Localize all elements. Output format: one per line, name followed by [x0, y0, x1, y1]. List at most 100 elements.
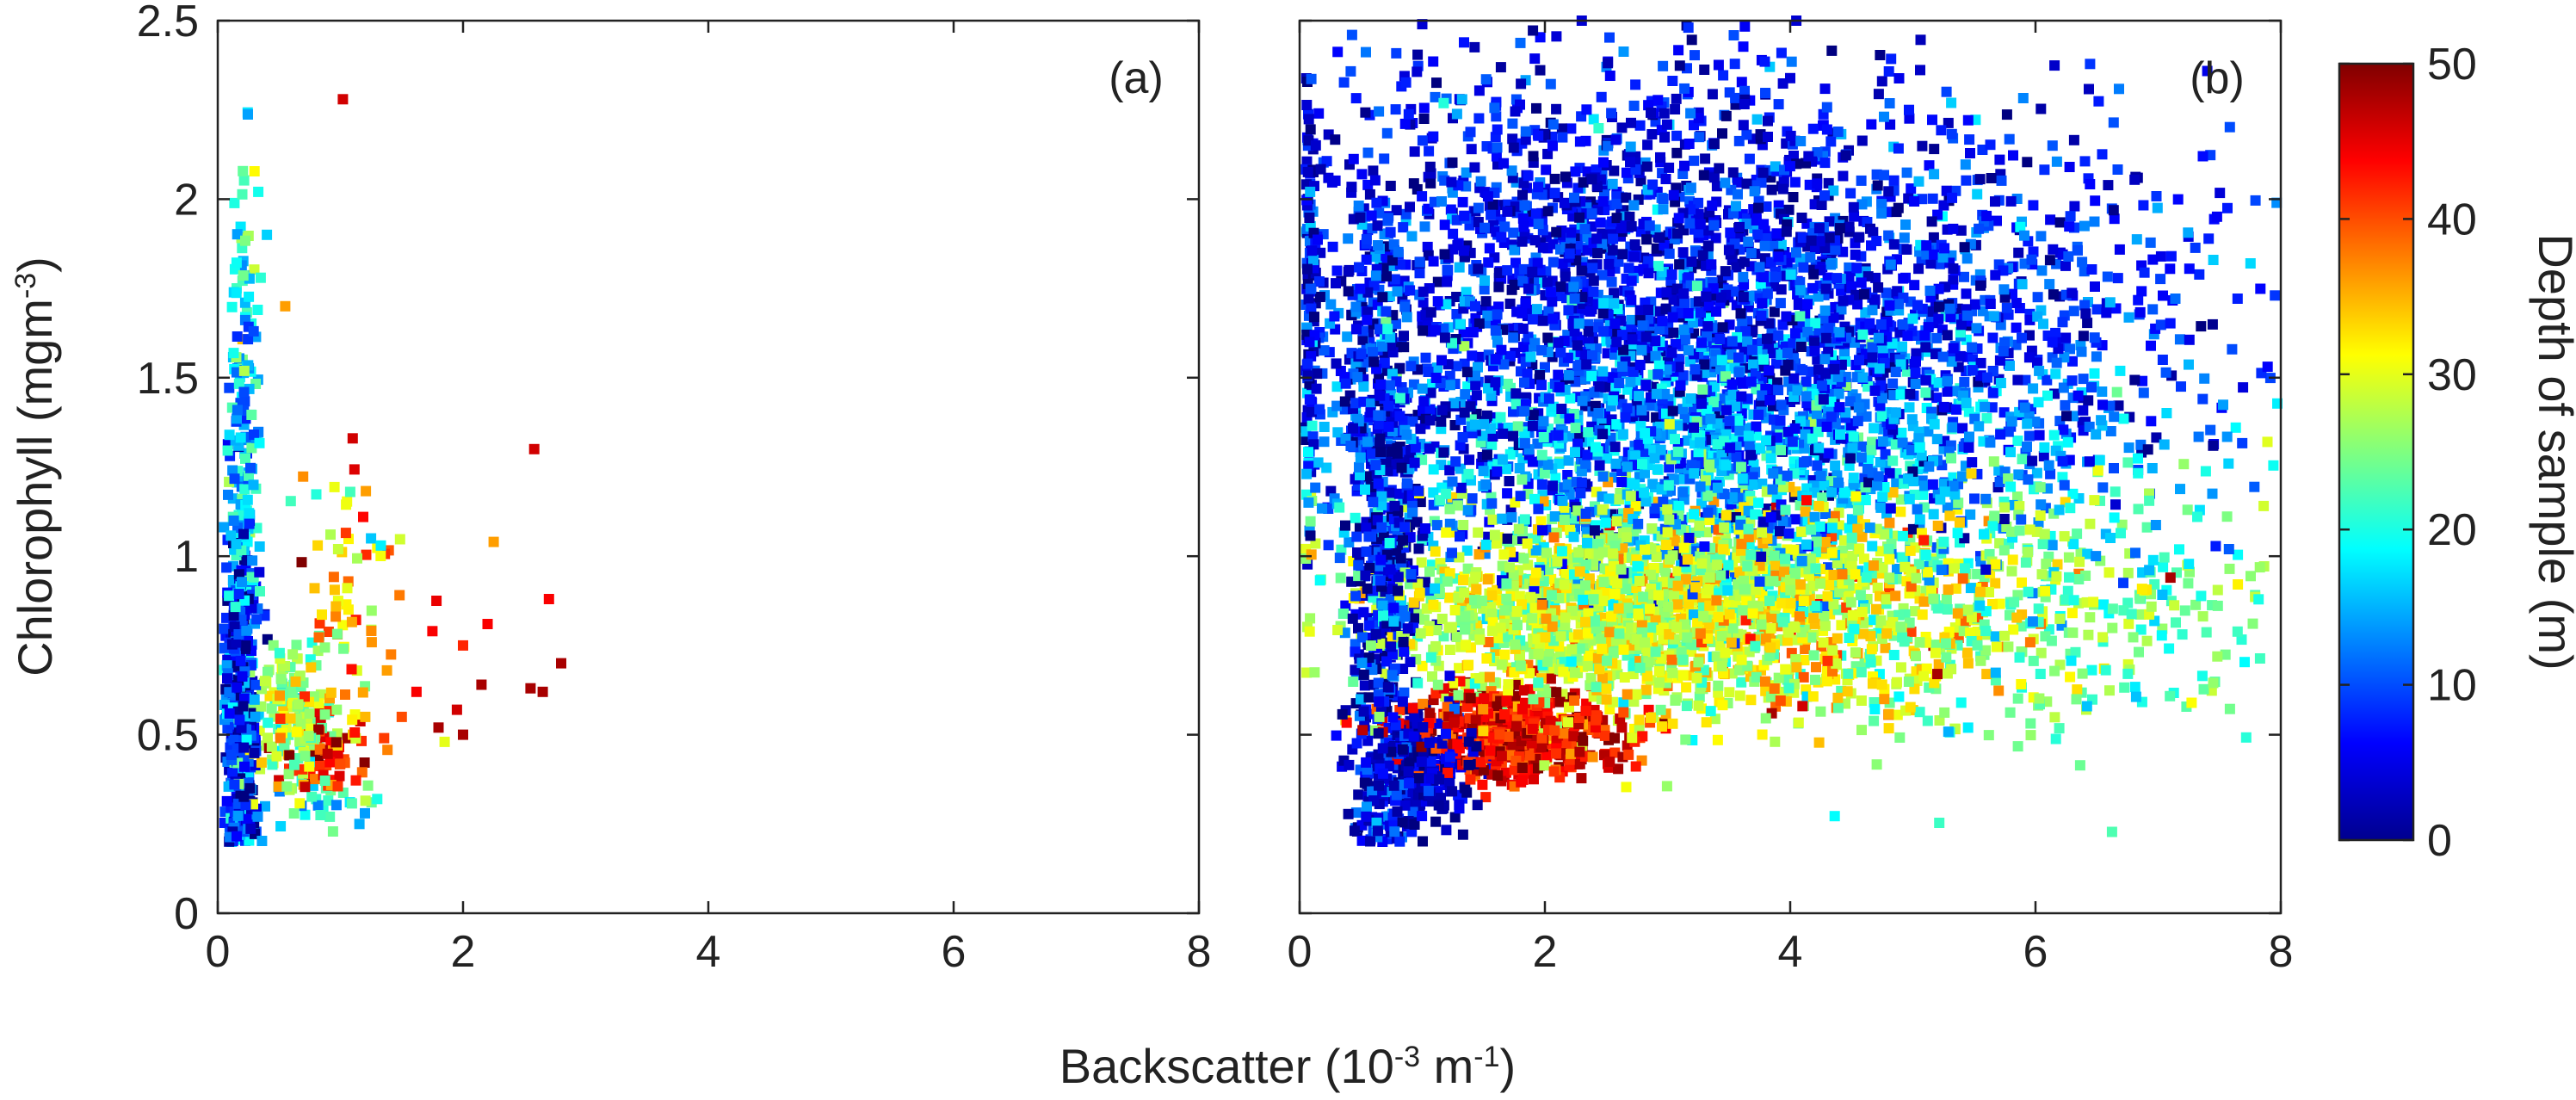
- data-point: [224, 590, 235, 602]
- data-point: [234, 714, 245, 726]
- data-point: [1487, 514, 1498, 525]
- data-point: [2141, 635, 2153, 646]
- data-point: [1725, 227, 1736, 238]
- data-point: [222, 673, 232, 684]
- data-point: [488, 536, 499, 547]
- data-point: [2025, 730, 2036, 741]
- data-point: [1368, 165, 1379, 176]
- data-point: [231, 637, 242, 648]
- data-point: [1906, 414, 1918, 425]
- data-point: [1508, 227, 1519, 238]
- data-point: [1938, 200, 1949, 211]
- data-point: [1770, 736, 1781, 747]
- data-point: [1886, 53, 1897, 65]
- data-point: [2212, 651, 2223, 662]
- data-point: [1830, 460, 1841, 471]
- data-point: [253, 186, 264, 197]
- data-point: [2103, 567, 2115, 578]
- data-point: [2008, 150, 2018, 161]
- data-point: [337, 620, 349, 631]
- data-point: [294, 798, 306, 809]
- data-point: [1499, 649, 1510, 660]
- data-point: [238, 165, 249, 176]
- data-point: [1334, 553, 1345, 564]
- data-point: [303, 731, 314, 742]
- data-point: [2165, 263, 2176, 275]
- data-point: [219, 522, 230, 533]
- data-point: [1736, 430, 1747, 442]
- data-point: [300, 782, 311, 793]
- x-tick-label: 4: [696, 927, 721, 977]
- data-point: [1840, 150, 1851, 161]
- data-point: [1892, 564, 1902, 574]
- data-point: [1826, 45, 1838, 56]
- data-point: [281, 781, 293, 792]
- data-point: [273, 781, 284, 792]
- data-point: [2023, 430, 2035, 442]
- data-point: [1514, 463, 1525, 473]
- data-point: [1810, 674, 1820, 685]
- data-point: [1677, 370, 1689, 381]
- data-point: [1924, 160, 1935, 171]
- data-point: [2254, 653, 2265, 664]
- data-point: [2200, 466, 2211, 477]
- data-point: [1872, 582, 1883, 593]
- data-point: [2190, 242, 2201, 253]
- data-point: [335, 758, 346, 769]
- data-point: [1961, 175, 1972, 186]
- data-point: [1933, 283, 1944, 294]
- data-point: [224, 708, 235, 719]
- data-point: [1398, 222, 1409, 233]
- data-point: [2031, 467, 2042, 479]
- data-point: [1636, 405, 1647, 416]
- data-point: [1900, 219, 1911, 230]
- data-point: [1407, 702, 1418, 714]
- data-point: [1883, 723, 1894, 734]
- data-point: [543, 594, 554, 604]
- data-point: [1934, 818, 1945, 828]
- data-point: [2044, 279, 2055, 290]
- data-point: [2023, 352, 2035, 363]
- data-point: [1431, 520, 1442, 531]
- data-point: [2157, 355, 2168, 365]
- data-point: [433, 722, 444, 733]
- data-point: [1895, 506, 1906, 517]
- data-point: [2065, 343, 2075, 355]
- data-point: [240, 235, 250, 246]
- data-point: [285, 686, 296, 697]
- data-point: [1463, 659, 1474, 671]
- data-point: [356, 767, 368, 778]
- data-point: [1825, 136, 1837, 147]
- data-point: [1873, 89, 1884, 100]
- data-point: [243, 109, 253, 120]
- data-point: [1876, 76, 1887, 87]
- data-point: [2151, 432, 2162, 443]
- data-point: [1709, 714, 1720, 725]
- data-point: [2054, 217, 2066, 228]
- data-point: [2005, 195, 2017, 207]
- y-tick-label: 2.5: [137, 0, 199, 46]
- data-point: [227, 768, 238, 778]
- data-point: [325, 687, 337, 698]
- data-point: [1823, 323, 1834, 334]
- data-point: [231, 287, 242, 299]
- data-point: [323, 795, 334, 806]
- data-point: [2233, 549, 2244, 560]
- data-point: [1977, 145, 1988, 155]
- data-point: [537, 686, 548, 697]
- data-point: [1549, 511, 1560, 522]
- data-point: [2028, 200, 2039, 211]
- data-point: [233, 589, 244, 600]
- data-point: [2022, 157, 2033, 168]
- data-point: [232, 229, 243, 240]
- data-point: [221, 795, 232, 806]
- data-point: [2212, 600, 2223, 611]
- data-point: [396, 711, 407, 722]
- data-point: [1987, 387, 1998, 399]
- data-point: [1894, 732, 1906, 743]
- data-point: [1356, 169, 1368, 180]
- data-point: [1906, 626, 1917, 637]
- data-point: [1504, 298, 1516, 309]
- data-point: [1825, 259, 1837, 270]
